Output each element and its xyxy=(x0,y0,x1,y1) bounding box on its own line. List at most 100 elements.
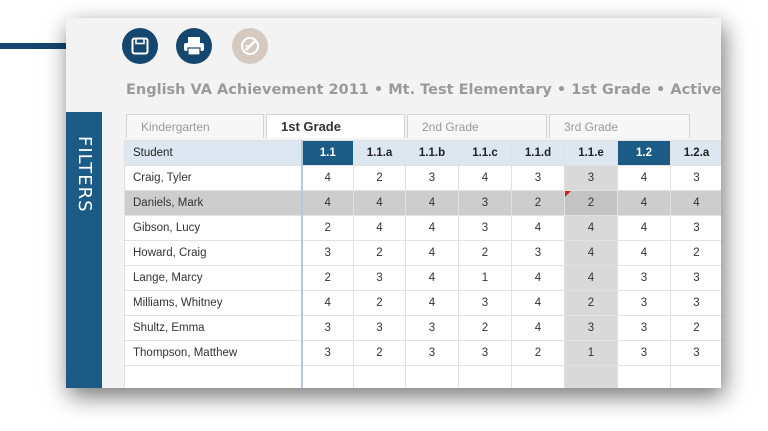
score-cell[interactable]: 4 xyxy=(617,240,671,266)
score-cell[interactable]: 3 xyxy=(405,315,459,341)
tab-kindergarten[interactable]: Kindergarten xyxy=(126,114,264,138)
score-cell[interactable]: 3 xyxy=(670,215,721,241)
table-row[interactable]: Thompson, Matthew 3 2 3 3 2 1 3 3 xyxy=(124,340,721,366)
score-cell[interactable]: 4 xyxy=(617,165,671,191)
save-button[interactable] xyxy=(122,28,158,64)
score-cell[interactable]: 4 xyxy=(564,265,618,291)
tab-2nd-grade[interactable]: 2nd Grade xyxy=(407,114,547,138)
score-cell[interactable]: 4 xyxy=(458,165,512,191)
score-cell[interactable]: 4 xyxy=(405,190,459,216)
score-cell[interactable]: 3 xyxy=(670,340,721,366)
score-cell[interactable]: 4 xyxy=(564,240,618,266)
score-cell[interactable]: 2 xyxy=(353,340,406,366)
print-icon xyxy=(184,37,204,56)
table-row[interactable]: Gibson, Lucy 2 4 4 3 4 4 4 3 xyxy=(124,215,721,241)
score-cell[interactable]: 1 xyxy=(564,340,618,366)
column-header[interactable]: 1.1.d xyxy=(511,140,565,166)
score-cell[interactable]: 3 xyxy=(458,215,512,241)
score-cell[interactable]: 3 xyxy=(458,190,512,216)
empty-cell xyxy=(405,365,459,388)
table-row[interactable]: Lange, Marcy 2 3 4 1 4 4 3 3 xyxy=(124,265,721,291)
score-cell[interactable]: 2 xyxy=(458,315,512,341)
score-cell[interactable]: 4 xyxy=(670,190,721,216)
score-cell[interactable]: 3 xyxy=(511,165,565,191)
column-header[interactable]: 1.1.a xyxy=(353,140,406,166)
score-cell[interactable]: 3 xyxy=(301,340,354,366)
score-cell[interactable]: 4 xyxy=(564,215,618,241)
score-cell[interactable]: 4 xyxy=(353,190,406,216)
score-cell[interactable]: 2 xyxy=(353,240,406,266)
tab-3rd-grade[interactable]: 3rd Grade xyxy=(549,114,690,138)
student-name[interactable]: Thompson, Matthew xyxy=(124,340,303,366)
student-name[interactable]: Shultz, Emma xyxy=(124,315,303,341)
score-cell[interactable]: 3 xyxy=(564,315,618,341)
empty-cell xyxy=(124,365,303,388)
table-row[interactable]: Craig, Tyler 4 2 3 4 3 3 4 3 xyxy=(124,165,721,191)
score-cell[interactable]: 2 xyxy=(564,290,618,316)
score-cell[interactable]: 4 xyxy=(511,215,565,241)
column-header[interactable]: 1.1.c xyxy=(458,140,512,166)
table-row[interactable]: Howard, Craig 3 2 4 2 3 4 4 2 xyxy=(124,240,721,266)
score-cell[interactable]: 3 xyxy=(617,340,671,366)
score-cell[interactable]: 4 xyxy=(301,190,354,216)
score-cell[interactable]: 3 xyxy=(617,265,671,291)
score-cell[interactable]: 4 xyxy=(511,265,565,291)
score-cell[interactable]: 2 xyxy=(353,290,406,316)
student-name[interactable]: Daniels, Mark xyxy=(124,190,303,216)
score-cell[interactable]: 4 xyxy=(405,265,459,291)
score-cell[interactable]: 3 xyxy=(617,315,671,341)
score-cell[interactable]: 3 xyxy=(353,315,406,341)
score-cell-flagged[interactable]: 2 xyxy=(564,190,618,216)
student-name[interactable]: Gibson, Lucy xyxy=(124,215,303,241)
table-row[interactable]: Shultz, Emma 3 3 3 2 4 3 3 2 xyxy=(124,315,721,341)
print-button[interactable] xyxy=(176,28,212,64)
score-cell[interactable]: 4 xyxy=(405,240,459,266)
score-cell[interactable]: 3 xyxy=(458,290,512,316)
score-cell[interactable]: 3 xyxy=(458,340,512,366)
student-name[interactable]: Lange, Marcy xyxy=(124,265,303,291)
score-cell[interactable]: 4 xyxy=(617,215,671,241)
student-name[interactable]: Craig, Tyler xyxy=(124,165,303,191)
score-cell[interactable]: 4 xyxy=(405,290,459,316)
score-cell[interactable]: 4 xyxy=(353,215,406,241)
score-cell[interactable]: 4 xyxy=(511,290,565,316)
edit-button[interactable] xyxy=(232,28,268,64)
score-cell[interactable]: 2 xyxy=(670,315,721,341)
column-header[interactable]: 1.1 xyxy=(301,140,354,166)
score-cell[interactable]: 3 xyxy=(670,265,721,291)
score-cell[interactable]: 3 xyxy=(511,240,565,266)
score-cell[interactable]: 4 xyxy=(301,165,354,191)
score-cell[interactable]: 2 xyxy=(511,340,565,366)
score-cell[interactable]: 3 xyxy=(670,165,721,191)
score-cell[interactable]: 2 xyxy=(353,165,406,191)
score-cell[interactable]: 3 xyxy=(301,315,354,341)
filters-panel-toggle[interactable]: FILTERS xyxy=(66,112,102,388)
score-cell[interactable]: 4 xyxy=(511,315,565,341)
column-header[interactable]: 1.2 xyxy=(617,140,671,166)
score-cell[interactable]: 2 xyxy=(301,215,354,241)
score-cell[interactable]: 2 xyxy=(511,190,565,216)
score-cell[interactable]: 3 xyxy=(353,265,406,291)
score-cell[interactable]: 4 xyxy=(301,290,354,316)
score-cell[interactable]: 3 xyxy=(405,165,459,191)
student-name[interactable]: Howard, Craig xyxy=(124,240,303,266)
score-cell[interactable]: 3 xyxy=(405,340,459,366)
score-cell[interactable]: 3 xyxy=(670,290,721,316)
tab-1st-grade[interactable]: 1st Grade xyxy=(266,114,405,138)
score-cell[interactable]: 2 xyxy=(301,265,354,291)
column-header[interactable]: 1.2.a xyxy=(670,140,721,166)
column-header[interactable]: 1.1.e xyxy=(564,140,618,166)
score-cell[interactable]: 4 xyxy=(617,190,671,216)
score-cell[interactable]: 4 xyxy=(405,215,459,241)
score-cell[interactable]: 3 xyxy=(617,290,671,316)
table-row[interactable]: Milliams, Whitney 4 2 4 3 4 2 3 3 xyxy=(124,290,721,316)
score-cell[interactable]: 2 xyxy=(458,240,512,266)
score-cell[interactable]: 3 xyxy=(301,240,354,266)
score-cell[interactable]: 3 xyxy=(564,165,618,191)
column-header[interactable]: 1.1.b xyxy=(405,140,459,166)
student-column-header[interactable]: Student xyxy=(124,140,303,166)
score-cell[interactable]: 1 xyxy=(458,265,512,291)
score-cell[interactable]: 2 xyxy=(670,240,721,266)
student-name[interactable]: Milliams, Whitney xyxy=(124,290,303,316)
table-row-selected[interactable]: Daniels, Mark 4 4 4 3 2 2 4 4 xyxy=(124,190,721,216)
